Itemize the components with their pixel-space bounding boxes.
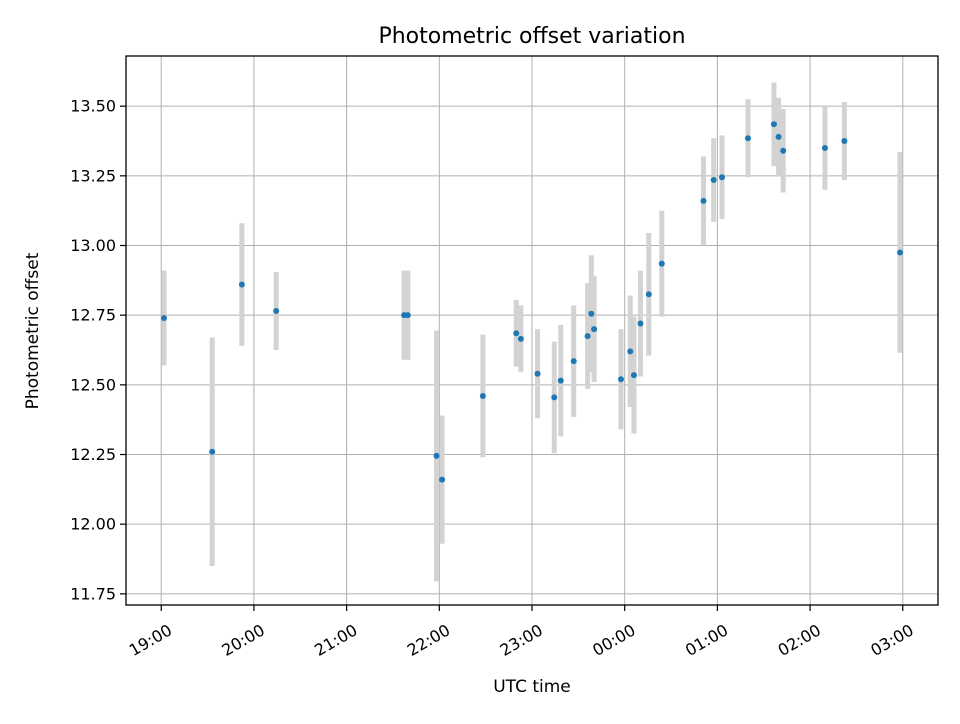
data-point — [775, 133, 782, 140]
y-axis-label: Photometric offset — [23, 252, 43, 409]
data-point — [637, 320, 644, 327]
data-point — [513, 330, 520, 337]
y-tick-label: 12.75 — [70, 306, 116, 325]
data-point — [584, 333, 591, 340]
y-tick-label: 12.00 — [70, 515, 116, 534]
data-point — [744, 135, 751, 142]
y-tick-label: 13.50 — [70, 97, 116, 116]
data-point — [404, 312, 411, 319]
y-tick-label: 11.75 — [70, 584, 116, 603]
data-point — [630, 372, 637, 379]
data-point — [841, 137, 848, 144]
data-point — [534, 370, 541, 377]
data-point — [517, 335, 524, 342]
data-point — [209, 448, 216, 455]
data-point — [557, 377, 564, 384]
y-tick-label: 12.50 — [70, 375, 116, 394]
data-point — [645, 291, 652, 298]
data-point — [821, 144, 828, 151]
y-tick-label: 12.25 — [70, 445, 116, 464]
data-point — [719, 174, 726, 181]
data-point — [161, 314, 168, 321]
data-point — [570, 358, 577, 365]
data-point — [433, 452, 440, 459]
data-point — [700, 197, 707, 204]
y-axis-ticks: 11.75 12.00 12.25 12.50 12.75 13.00 13.25 13.50 — [70, 97, 126, 603]
x-axis-label: UTC time — [493, 677, 571, 697]
grid-layer — [126, 56, 938, 605]
data-point — [658, 260, 665, 267]
data-point — [710, 177, 717, 184]
data-point — [617, 376, 624, 383]
data-point — [770, 121, 777, 128]
y-tick-label: 13.25 — [70, 166, 116, 185]
data-point — [896, 249, 903, 256]
data-point — [627, 348, 634, 355]
data-point — [238, 281, 245, 288]
data-point — [780, 147, 787, 154]
y-tick-label: 13.00 — [70, 236, 116, 255]
data-point — [551, 394, 558, 401]
point-layer — [161, 121, 903, 483]
data-point — [591, 326, 598, 333]
data-point — [479, 392, 486, 399]
data-point — [588, 310, 595, 317]
data-point — [439, 476, 446, 483]
chart-title: Photometric offset variation — [378, 24, 685, 49]
data-point — [273, 307, 280, 314]
